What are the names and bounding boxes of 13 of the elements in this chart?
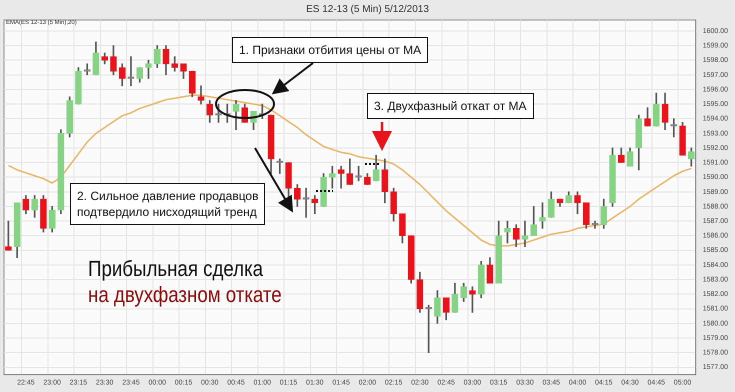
- candlestick: [522, 220, 528, 247]
- annotation: 2. Сильное давление продавцов подтвердило нисходящий тренд: [70, 183, 266, 225]
- candlestick: [504, 220, 511, 244]
- chart-title: ES 12-13 (5 Min) 5/12/2013: [306, 4, 430, 15]
- annotation: Прибыльная сделка: [88, 256, 264, 282]
- candlestick: [145, 60, 152, 79]
- annotation: 1. Признаки отбития цены от MA: [232, 37, 428, 63]
- annotation: на двухфазном откате: [88, 282, 282, 308]
- annotation: 3. Двухфазный откат от MA: [367, 93, 534, 119]
- candlestick: [198, 85, 204, 104]
- candlestick: [592, 220, 598, 229]
- candlestick: [469, 286, 476, 313]
- candlestick: [539, 202, 546, 229]
